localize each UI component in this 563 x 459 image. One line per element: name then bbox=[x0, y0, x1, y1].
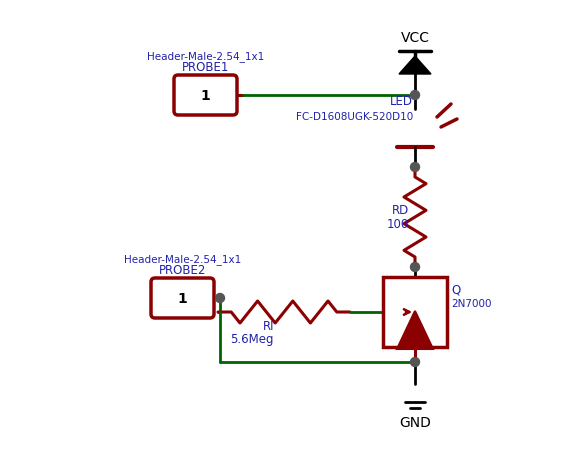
FancyBboxPatch shape bbox=[383, 277, 447, 347]
Text: 1: 1 bbox=[200, 89, 211, 103]
Text: VCC: VCC bbox=[400, 31, 430, 45]
Circle shape bbox=[410, 358, 419, 367]
FancyBboxPatch shape bbox=[174, 76, 237, 116]
FancyBboxPatch shape bbox=[151, 279, 214, 318]
Text: RD: RD bbox=[392, 203, 409, 216]
Text: 5.6Meg: 5.6Meg bbox=[230, 333, 274, 346]
Text: 2N7000: 2N7000 bbox=[451, 298, 491, 308]
Polygon shape bbox=[397, 311, 433, 349]
Text: FC-D1608UGK-520D10: FC-D1608UGK-520D10 bbox=[296, 112, 413, 122]
Polygon shape bbox=[399, 57, 431, 75]
Text: LED: LED bbox=[390, 95, 413, 108]
Circle shape bbox=[216, 294, 225, 303]
Text: RI: RI bbox=[262, 320, 274, 333]
Circle shape bbox=[410, 263, 419, 272]
Text: GND: GND bbox=[399, 415, 431, 429]
Text: PROBE1: PROBE1 bbox=[182, 61, 229, 74]
Circle shape bbox=[410, 91, 419, 100]
Text: Header-Male-2.54_1x1: Header-Male-2.54_1x1 bbox=[147, 51, 264, 62]
Text: PROBE2: PROBE2 bbox=[159, 263, 206, 276]
Text: Header-Male-2.54_1x1: Header-Male-2.54_1x1 bbox=[124, 253, 241, 264]
Text: 100: 100 bbox=[387, 217, 409, 230]
Text: 1: 1 bbox=[177, 291, 187, 305]
Text: Q: Q bbox=[451, 283, 460, 296]
Circle shape bbox=[410, 163, 419, 172]
